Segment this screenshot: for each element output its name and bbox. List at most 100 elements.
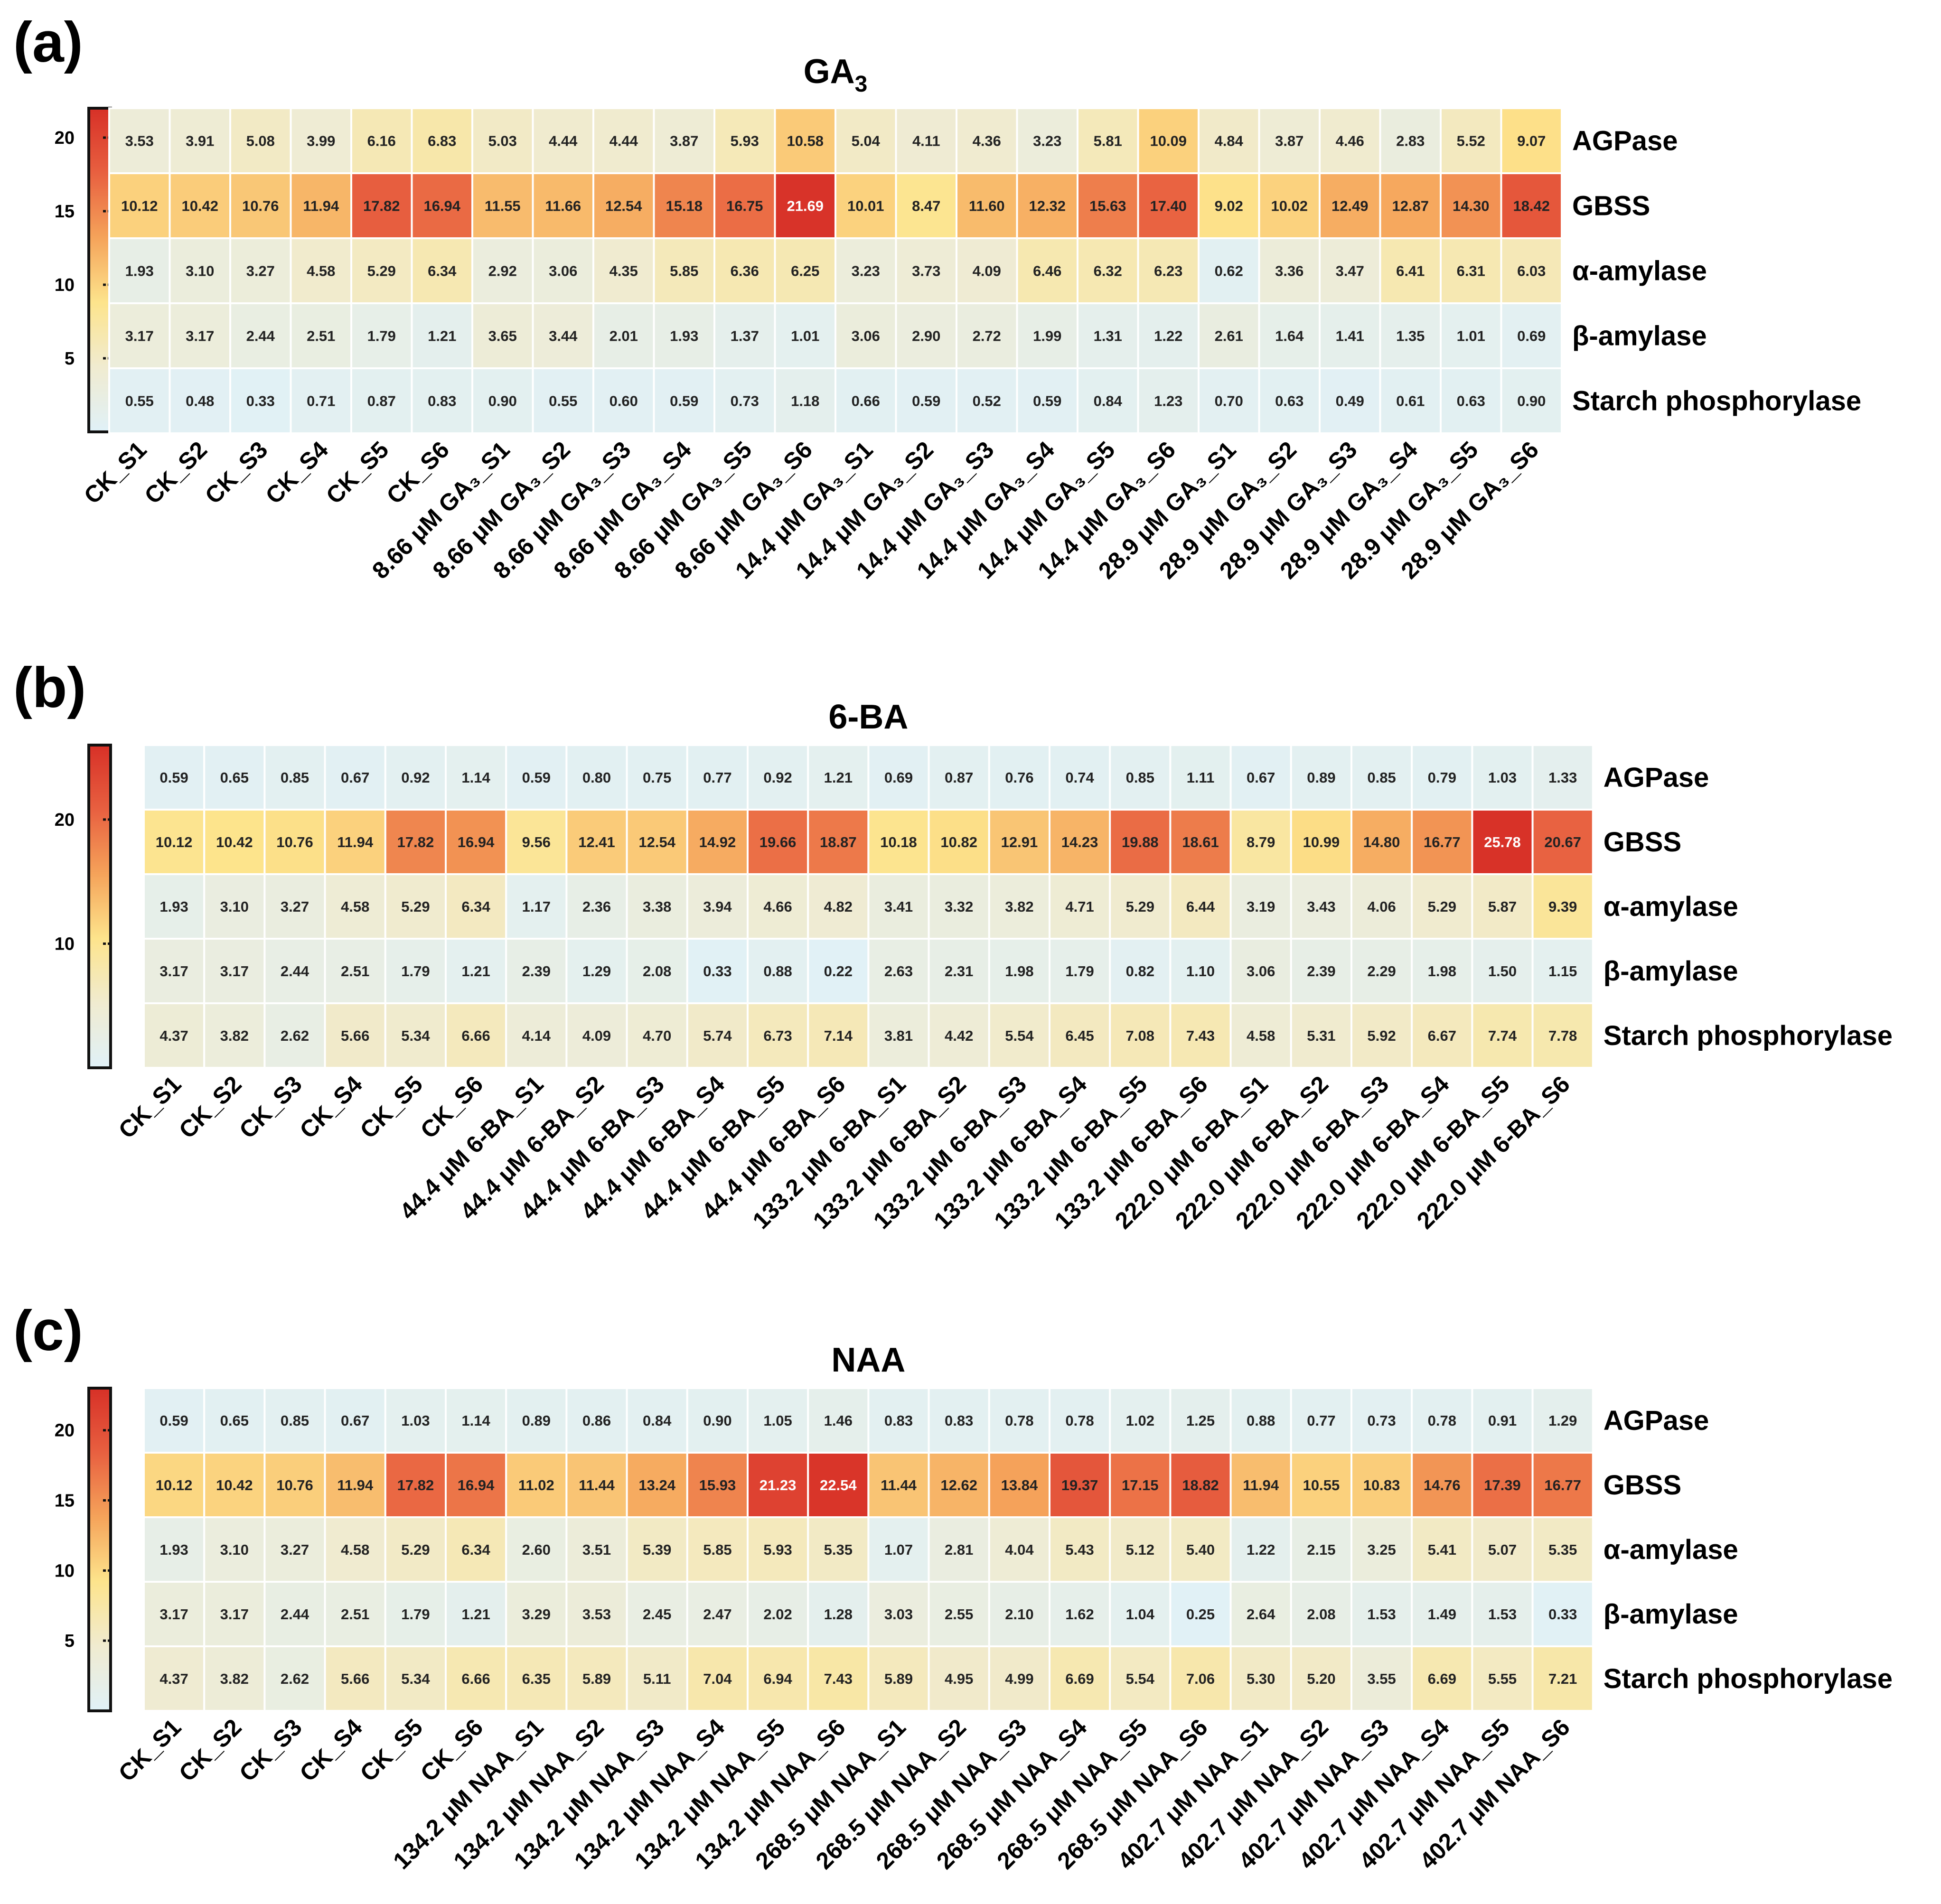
- cell-value: 2.90: [912, 328, 940, 345]
- heatmap-cell: [1077, 367, 1139, 434]
- heatmap-cell: [653, 302, 715, 369]
- cell-value: 0.67: [1247, 769, 1275, 786]
- cell-value: 5.66: [341, 1671, 369, 1687]
- cell-value: 4.37: [159, 1027, 188, 1044]
- cell-value: 14.92: [699, 834, 736, 850]
- cell-value: 12.32: [1029, 198, 1066, 215]
- heatmap-cell: [565, 1645, 628, 1712]
- heatmap-cell: [1290, 1002, 1353, 1069]
- heatmap-cell: [1258, 367, 1321, 434]
- cell-value: 2.47: [703, 1606, 731, 1623]
- heatmap-cell: [774, 107, 836, 174]
- heatmap-cell: [263, 938, 326, 1004]
- cell-value: 18.87: [820, 834, 857, 850]
- cell-value: 11.94: [303, 198, 339, 215]
- cell-value: 3.27: [246, 263, 275, 280]
- heatmap-cell: [263, 873, 326, 940]
- cell-value: 0.79: [1428, 769, 1456, 786]
- colorbar-tick-label: 15: [55, 1491, 75, 1511]
- heatmap-cell: [445, 1002, 507, 1069]
- cell-value: 2.72: [973, 328, 1001, 345]
- cell-value: 16.77: [1544, 1477, 1581, 1493]
- heatmap-cell: [1411, 1387, 1473, 1454]
- heatmap-cell: [626, 809, 688, 875]
- cell-value: 6.67: [1428, 1027, 1456, 1044]
- cell-value: 5.29: [1428, 898, 1456, 915]
- cell-value: 17.40: [1150, 198, 1187, 215]
- cell-value: 3.87: [1275, 133, 1303, 149]
- heatmap-cell: [1411, 938, 1473, 1004]
- cell-value: 11.02: [518, 1477, 554, 1493]
- heatmap-cell: [203, 1516, 266, 1583]
- cell-value: 0.83: [428, 393, 456, 410]
- heatmap-cell: [895, 367, 957, 434]
- cell-value: 0.87: [367, 393, 396, 410]
- cell-value: 0.83: [945, 1412, 973, 1429]
- heatmap-cell: [1411, 744, 1473, 811]
- cell-value: 11.44: [579, 1477, 615, 1493]
- heatmap-cell: [565, 744, 628, 811]
- cell-value: 1.04: [1126, 1606, 1155, 1623]
- cell-value: 0.59: [912, 393, 940, 410]
- heatmap-cell: [1049, 744, 1111, 811]
- row-label: GBSS: [1572, 191, 1650, 222]
- colorbar: [87, 107, 112, 433]
- cell-value: 5.29: [401, 1541, 430, 1558]
- cell-value: 15.93: [699, 1477, 736, 1493]
- cell-value: 2.01: [609, 328, 638, 345]
- heatmap-cell: [471, 172, 534, 239]
- heatmap-cell: [169, 237, 231, 304]
- cell-value: 4.71: [1065, 898, 1094, 915]
- column-label: CK_S3: [234, 1071, 307, 1144]
- cell-value: 16.75: [726, 198, 763, 215]
- cell-value: 1.93: [125, 263, 154, 280]
- cell-value: 1.14: [461, 769, 490, 786]
- heatmap-cell: [928, 744, 990, 811]
- cell-value: 0.62: [1215, 263, 1243, 280]
- row-label: β-amylase: [1603, 1599, 1738, 1630]
- heatmap-cell: [1290, 1452, 1353, 1518]
- heatmap-cell: [203, 809, 266, 875]
- cell-value: 0.61: [1396, 393, 1425, 410]
- heatmap-cell: [1531, 938, 1594, 1004]
- cell-value: 1.35: [1396, 328, 1425, 345]
- cell-value: 11.55: [485, 198, 521, 215]
- cell-value: 6.25: [791, 263, 819, 280]
- cell-value: 3.23: [1033, 133, 1061, 149]
- cell-value: 5.12: [1126, 1541, 1154, 1558]
- row-label: AGPase: [1572, 126, 1678, 157]
- cell-value: 5.34: [401, 1671, 430, 1687]
- heatmap-cell: [807, 1581, 870, 1647]
- cell-value: 3.17: [186, 328, 214, 345]
- panel-title-main: GA: [804, 53, 855, 91]
- heatmap-cell: [1049, 1645, 1111, 1712]
- heatmap-cell: [203, 873, 266, 940]
- cell-value: 2.61: [1215, 328, 1243, 345]
- heatmap-cell: [928, 938, 990, 1004]
- cell-value: 6.45: [1065, 1027, 1094, 1044]
- cell-value: 2.45: [643, 1606, 671, 1623]
- cell-value: 3.44: [549, 328, 578, 345]
- cell-value: 0.65: [220, 769, 249, 786]
- heatmap-cell: [956, 107, 1018, 174]
- heatmap-cell: [1258, 237, 1321, 304]
- column-label: CK_S3: [200, 436, 273, 509]
- cell-value: 5.11: [643, 1671, 671, 1687]
- heatmap-cell: [1440, 367, 1502, 434]
- cell-value: 1.23: [1154, 393, 1182, 410]
- cell-value: 11.44: [881, 1477, 917, 1493]
- cell-value: 3.17: [125, 328, 154, 345]
- cell-value: 0.85: [281, 1412, 309, 1429]
- cell-value: 10.12: [156, 834, 193, 850]
- cell-value: 4.82: [824, 898, 853, 915]
- heatmap-cell: [1258, 172, 1321, 239]
- cell-value: 2.44: [281, 1606, 309, 1623]
- cell-value: 0.75: [643, 769, 671, 786]
- column-label: CK_S1: [79, 436, 152, 509]
- cell-value: 15.63: [1089, 198, 1126, 215]
- cell-value: 12.41: [578, 834, 615, 850]
- cell-value: 3.91: [186, 133, 214, 149]
- cell-value: 1.33: [1548, 769, 1577, 786]
- heatmap-cell: [867, 1645, 930, 1712]
- heatmap-cell: [1531, 744, 1594, 811]
